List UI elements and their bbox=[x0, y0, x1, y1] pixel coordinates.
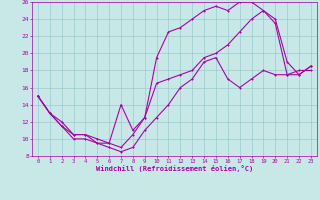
X-axis label: Windchill (Refroidissement éolien,°C): Windchill (Refroidissement éolien,°C) bbox=[96, 165, 253, 172]
